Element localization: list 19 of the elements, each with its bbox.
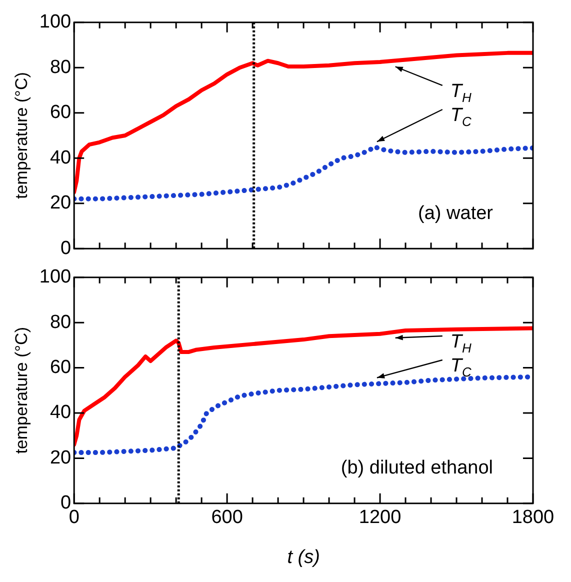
annotation: (a) water [418,202,494,224]
x-tick-label: 1200 [358,507,402,528]
x-tick-label: 600 [211,507,243,528]
y-tick-label: 80 [50,312,72,333]
x-axis-title: t (s) [287,546,320,568]
y-tick-label: 60 [50,357,72,378]
y-tick-label: 20 [50,447,72,468]
y-tick-label: 20 [50,192,72,214]
y-tick-label: 80 [50,56,72,78]
y-tick-label: 40 [50,402,72,424]
y-tick-label: 60 [50,102,72,124]
y-tick-label: 40 [50,147,72,168]
x-tick-label: 1800 [512,507,554,528]
y-tick-label: 100 [39,12,72,33]
y-axis-title: temperature (°C) [12,72,31,199]
y-tick-label: 0 [60,238,72,259]
y-tick-label: 100 [39,266,72,288]
y-axis-title: temperature (°C) [12,327,31,454]
annotation: (b) diluted ethanol [340,458,493,479]
